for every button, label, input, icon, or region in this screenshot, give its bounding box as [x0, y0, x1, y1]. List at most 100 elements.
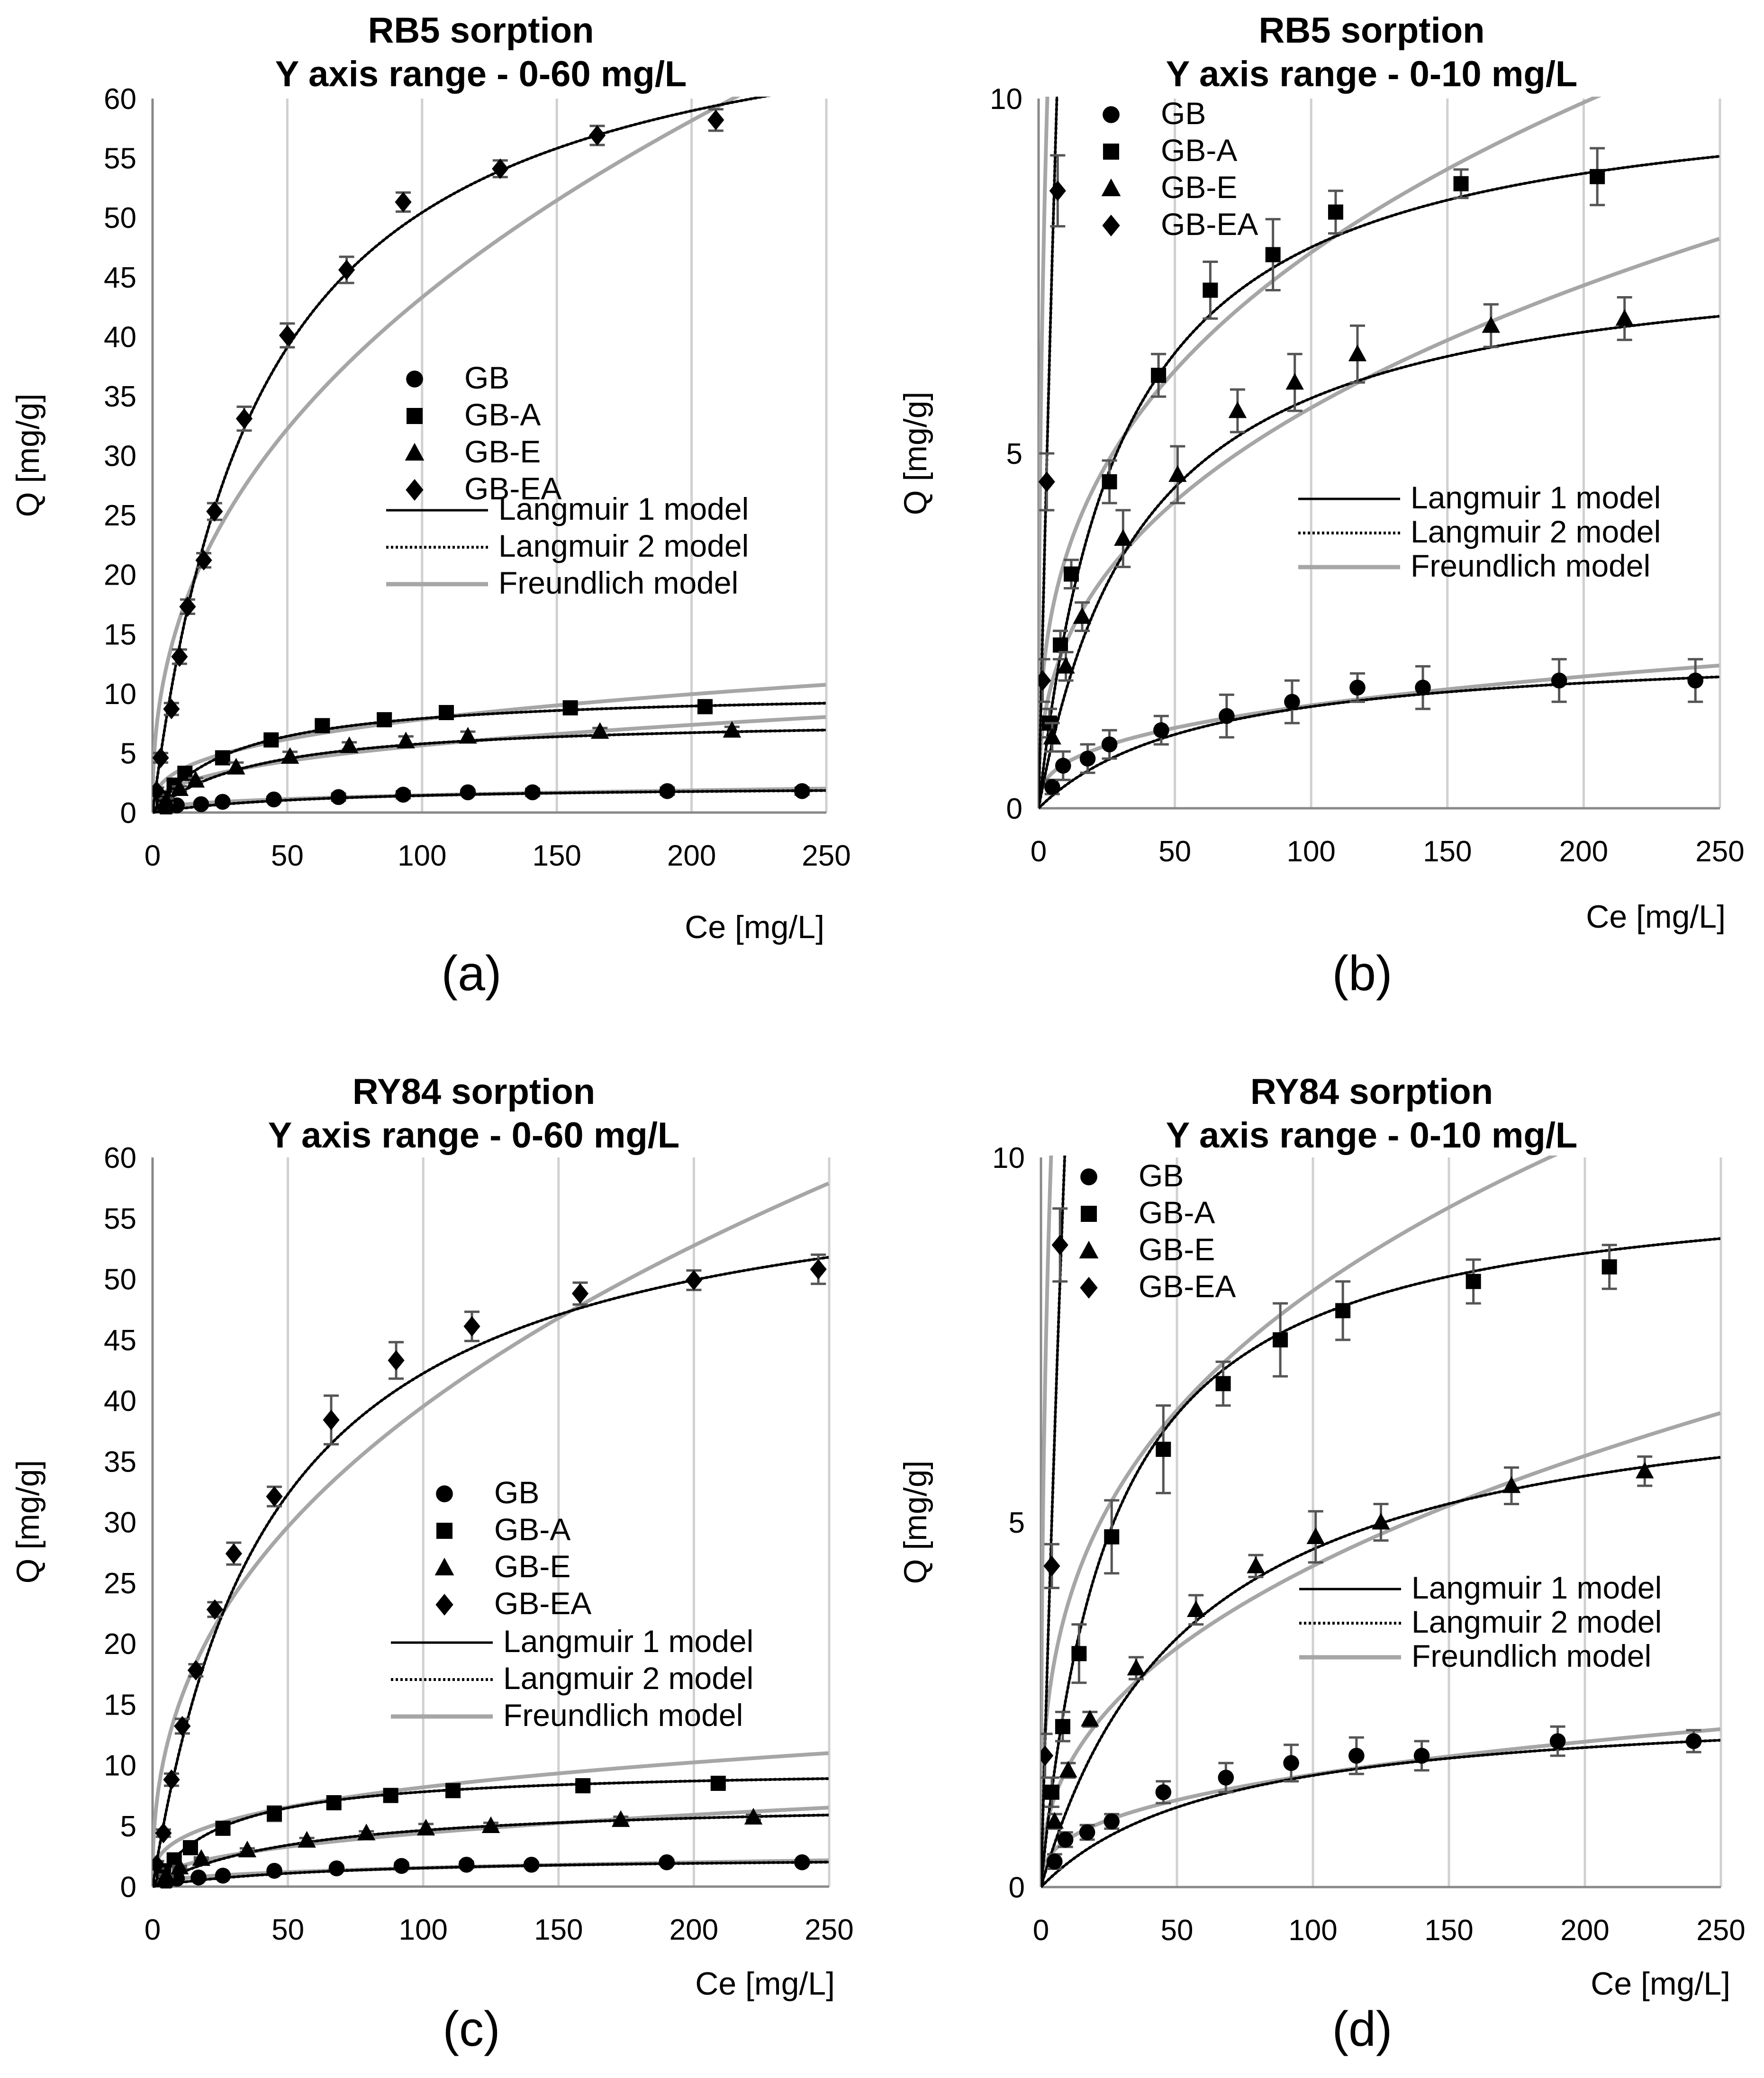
data-point-GB — [393, 1858, 410, 1874]
y-tick-label: 55 — [104, 143, 136, 175]
data-point-GB — [169, 797, 185, 813]
chart-title: RB5 sorption — [368, 10, 594, 51]
legend-entry: GB-A — [494, 1512, 570, 1547]
data-point-GB-EA — [395, 191, 412, 213]
legend-entry: Langmuir 1 model — [1411, 480, 1661, 515]
legend-entry: GB — [1161, 96, 1206, 131]
langmuir2-curve-GB — [1041, 1739, 1721, 1888]
data-point-GB-E — [611, 1810, 630, 1827]
data-point-GB-EA — [1049, 181, 1066, 201]
legend-entry: Langmuir 2 model — [1411, 1604, 1662, 1639]
data-point-GB-E — [459, 727, 477, 744]
data-point-GB-E — [1615, 309, 1634, 326]
legend-entry: GB-A — [1161, 133, 1237, 168]
legend-entry: Langmuir 1 model — [498, 491, 749, 526]
y-tick-label: 15 — [104, 1689, 136, 1721]
data-point-GB-E — [723, 721, 742, 738]
langmuir1-curve-GB — [1039, 676, 1719, 809]
data-point-GB — [1079, 1824, 1095, 1841]
data-point-GB — [1415, 679, 1431, 696]
chart-title: RY84 sorption — [353, 1072, 595, 1112]
x-axis-label: Ce [mg/L] — [685, 909, 824, 945]
data-point-GB — [1153, 722, 1169, 739]
data-point-GB-A — [1215, 1376, 1231, 1391]
legend-entry: Freundlich model — [503, 1698, 743, 1733]
data-point-GB-E — [192, 1849, 211, 1866]
data-point-GB-A — [1453, 176, 1469, 191]
data-point-GB-EA — [153, 1854, 165, 1875]
data-point-GB-EA — [163, 1769, 180, 1790]
data-point-GB — [1413, 1748, 1430, 1764]
y-tick-label: 5 — [1009, 1507, 1025, 1539]
data-point-GB-A — [1203, 282, 1218, 298]
legend-entry: GB-E — [464, 434, 541, 469]
y-tick-label: 5 — [120, 1810, 136, 1843]
data-point-GB-A — [1590, 169, 1605, 184]
legend-entry: Langmuir 2 model — [1411, 514, 1661, 549]
y-tick-label: 0 — [1006, 793, 1022, 825]
x-tick-label: 100 — [1288, 1914, 1337, 1947]
data-point-GB-E — [1045, 1812, 1064, 1829]
data-point-GB-E — [1228, 401, 1247, 418]
data-point-GB — [190, 1869, 207, 1886]
data-point-GB — [659, 1854, 675, 1870]
data-point-GB-A — [1156, 1442, 1171, 1457]
data-point-GB — [266, 1862, 282, 1879]
data-point-GB — [1349, 679, 1366, 696]
data-point-GB-E — [1306, 1527, 1325, 1544]
freundlich-curve-GB-A — [1041, 1156, 1558, 1836]
legend-entry: GB-EA — [1139, 1269, 1236, 1304]
data-point-GB — [215, 1868, 231, 1884]
x-axis-label: Ce [mg/L] — [1591, 1966, 1730, 2002]
data-point-GB — [525, 784, 541, 801]
data-point-GB-A — [562, 700, 578, 715]
legend-entry: GB-A — [1139, 1195, 1215, 1230]
data-point-GB — [1685, 1733, 1702, 1749]
data-point-GB-EA — [206, 1599, 223, 1620]
panel-label: (d) — [1332, 2002, 1392, 2057]
data-point-GB-E — [1186, 1600, 1205, 1617]
y-tick-label: 50 — [104, 202, 136, 235]
data-point-GB — [1046, 1853, 1063, 1870]
data-point-GB-EA — [171, 646, 188, 667]
data-point-GB-A — [315, 718, 330, 733]
x-tick-label: 250 — [1696, 1914, 1745, 1947]
data-point-GB-EA — [187, 1660, 204, 1681]
y-tick-label: 0 — [1009, 1871, 1025, 1904]
data-point-GB-E — [170, 1857, 189, 1875]
x-tick-label: 100 — [398, 840, 446, 872]
legend-entry: GB — [494, 1475, 539, 1510]
data-point-GB-E — [1127, 1659, 1146, 1676]
legend-entry: Langmuir 1 model — [503, 1624, 753, 1659]
legend-marker-GB-E — [1079, 1240, 1099, 1259]
data-point-GB — [1044, 779, 1060, 795]
data-point-GB-EA — [1041, 1745, 1054, 1766]
panel-label: (b) — [1332, 946, 1392, 1001]
data-point-GB-A — [1151, 368, 1167, 383]
y-tick-label: 25 — [104, 499, 136, 532]
legend-marker-GB — [1080, 1168, 1097, 1185]
legend-entry: GB-E — [1161, 170, 1237, 205]
y-tick-label: 20 — [104, 1628, 136, 1661]
chart-subtitle: Y axis range - 0-60 mg/L — [268, 1115, 680, 1156]
data-point-GB — [1219, 708, 1235, 724]
data-point-GB-A — [445, 1783, 461, 1798]
langmuir2-curve-GB-EA — [153, 1256, 829, 1886]
x-tick-label: 50 — [1158, 835, 1191, 868]
y-tick-label: 5 — [1006, 438, 1022, 470]
data-point-GB-EA — [225, 1543, 242, 1564]
data-point-GB-EA — [463, 1316, 480, 1337]
y-axis-label: Q [mg/g] — [897, 392, 933, 515]
plot-area — [1041, 1156, 1721, 1888]
data-point-GB — [794, 783, 810, 799]
data-point-GB-EA — [279, 325, 296, 346]
y-tick-label: 40 — [104, 1385, 136, 1418]
langmuir2-curve-GB-EA — [153, 97, 771, 812]
data-point-GB-EA — [1043, 1555, 1060, 1576]
data-point-GB-A — [182, 1840, 198, 1855]
data-point-GB-EA — [153, 747, 169, 768]
data-point-GB-EA — [810, 1259, 827, 1280]
